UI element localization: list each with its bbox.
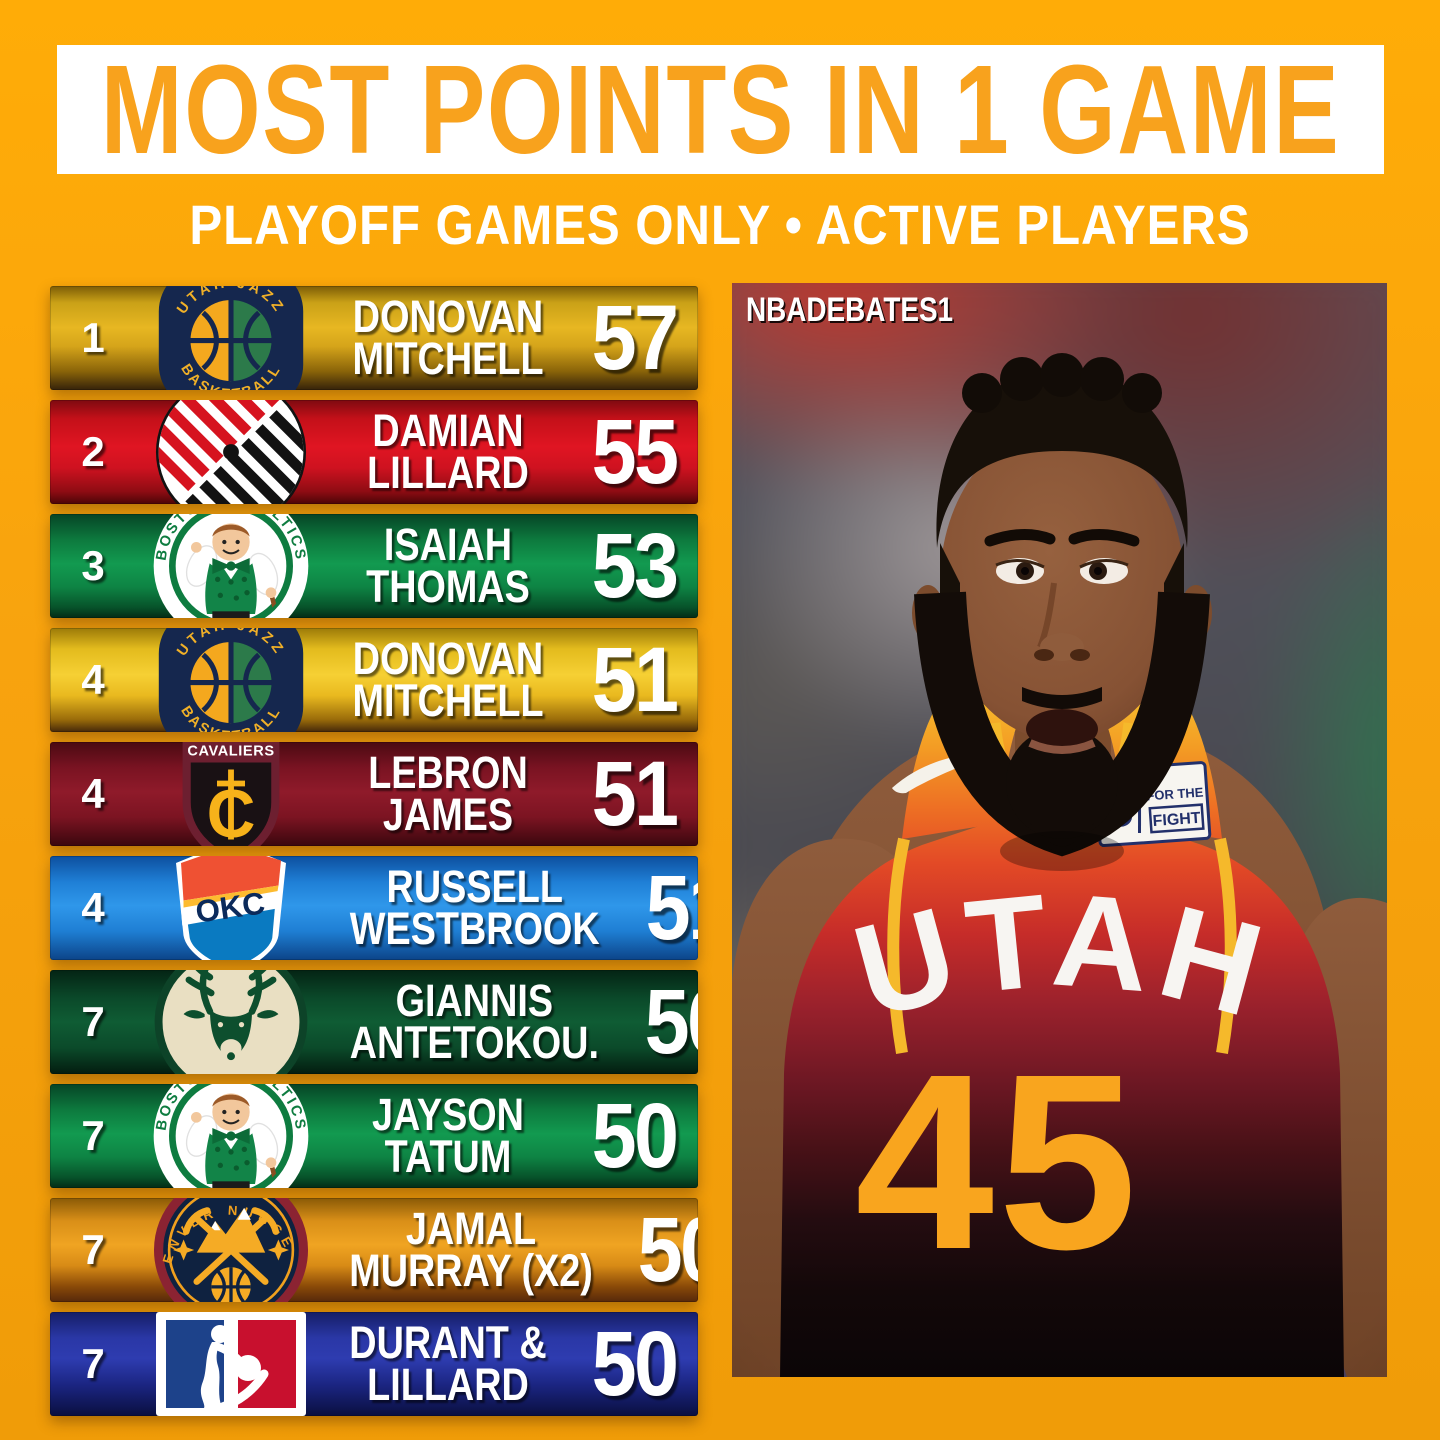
rank-label: 2 xyxy=(81,428,105,475)
player-name: DONOVAN MITCHELL xyxy=(352,290,544,384)
rank-label: 7 xyxy=(81,1112,105,1159)
points-value: 50 xyxy=(591,1312,679,1415)
player-face xyxy=(912,353,1212,871)
points-value: 53 xyxy=(591,514,679,617)
table-row: 7 DENVER NUGGETS xyxy=(50,1198,698,1302)
rank-label: 7 xyxy=(81,1226,105,1273)
subtitle: PLAYOFF GAMES ONLY • ACTIVE PLAYERS xyxy=(0,192,1440,257)
table-row: 7 xyxy=(50,970,698,1074)
player-name: DAMIAN LILLARD xyxy=(367,404,529,498)
rank-label: 4 xyxy=(81,770,105,817)
table-row: 3 BOSTON CELTICS xyxy=(50,514,698,618)
player-name: LEBRON JAMES xyxy=(368,746,528,840)
table-row: 1 UTAH JAZZ BASKETBALL xyxy=(50,286,698,390)
cavaliers-banner-text: CAVALIERS xyxy=(187,744,274,760)
rank-label: 7 xyxy=(81,1340,105,1387)
player-name: DONOVAN MITCHELL xyxy=(352,632,544,726)
table-row: 7 BOSTON CELTICS xyxy=(50,1084,698,1188)
points-value: 51 xyxy=(645,856,698,959)
celtics-logo-icon: BOSTON CELTICS xyxy=(136,1084,326,1188)
rank-label: 1 xyxy=(81,314,105,361)
utah-jazz-logo-icon: UTAH JAZZ BASKETBALL xyxy=(136,286,326,390)
nuggets-logo-icon: DENVER NUGGETS xyxy=(136,1198,326,1302)
table-row: 4 CAVALIERS C LEBRON JAMES 51 xyxy=(50,742,698,846)
okc-thunder-logo-icon: OKC xyxy=(136,856,326,960)
nba-logo-icon xyxy=(136,1312,326,1416)
rank-label: 4 xyxy=(81,656,105,703)
table-row: 7 DURANT & LILLARD 50 xyxy=(50,1312,698,1416)
player-name: RUSSELL WESTBROOK xyxy=(349,860,600,954)
player-name: ISAIAH THOMAS xyxy=(366,518,530,612)
rank-label: 4 xyxy=(81,884,105,931)
title-box: MOST POINTS IN 1 GAME xyxy=(57,39,1384,180)
points-value: 57 xyxy=(591,286,679,389)
watermark: NBADEBATES1 xyxy=(746,291,954,329)
jersey-number: 45 xyxy=(855,1022,1141,1301)
player-photo: NBADEBATES1 xyxy=(732,283,1387,1377)
rank-label: 7 xyxy=(81,998,105,1045)
patch-line1: FOR THE xyxy=(1146,784,1204,803)
player-name: JAYSON TATUM xyxy=(372,1088,524,1182)
player-name: DURANT & LILLARD xyxy=(349,1316,547,1410)
points-value: 50 xyxy=(591,1084,679,1187)
table-row: 4 OKC RUSSELL WESTBROOK 51 xyxy=(50,856,698,960)
page-title: MOST POINTS IN 1 GAME xyxy=(100,39,1341,180)
table-row: 4 UTAH JAZZ BASKETBALL xyxy=(50,628,698,732)
table-row: 2 xyxy=(50,400,698,504)
cavaliers-logo-icon: CAVALIERS C xyxy=(136,742,326,846)
utah-jazz-logo-icon: UTAH JAZZ BASKETBALL xyxy=(136,628,326,732)
patch-line2: FIGHT xyxy=(1152,810,1201,830)
player-name: GIANNIS ANTETOKOU. xyxy=(349,974,599,1068)
leaderboard: 1 UTAH JAZZ BASKETBALL xyxy=(50,286,698,1416)
celtics-logo-icon: BOSTON CELTICS xyxy=(136,514,326,618)
cavaliers-c-monogram: C xyxy=(207,777,256,846)
points-value: 55 xyxy=(591,400,679,503)
bucks-logo-icon xyxy=(136,970,326,1074)
points-value: 50 xyxy=(637,1198,698,1301)
player-name: JAMAL MURRAY (X2) xyxy=(349,1202,593,1296)
trail-blazers-logo-icon xyxy=(136,400,326,504)
subtitle-text: PLAYOFF GAMES ONLY • ACTIVE PLAYERS xyxy=(189,193,1251,256)
points-value: 50 xyxy=(644,970,698,1073)
player-illustration: 5 FOR THE FIGHT UTAH 45 xyxy=(732,353,1387,1377)
points-value: 51 xyxy=(591,628,679,731)
points-value: 51 xyxy=(591,742,679,845)
rank-label: 3 xyxy=(81,542,105,589)
